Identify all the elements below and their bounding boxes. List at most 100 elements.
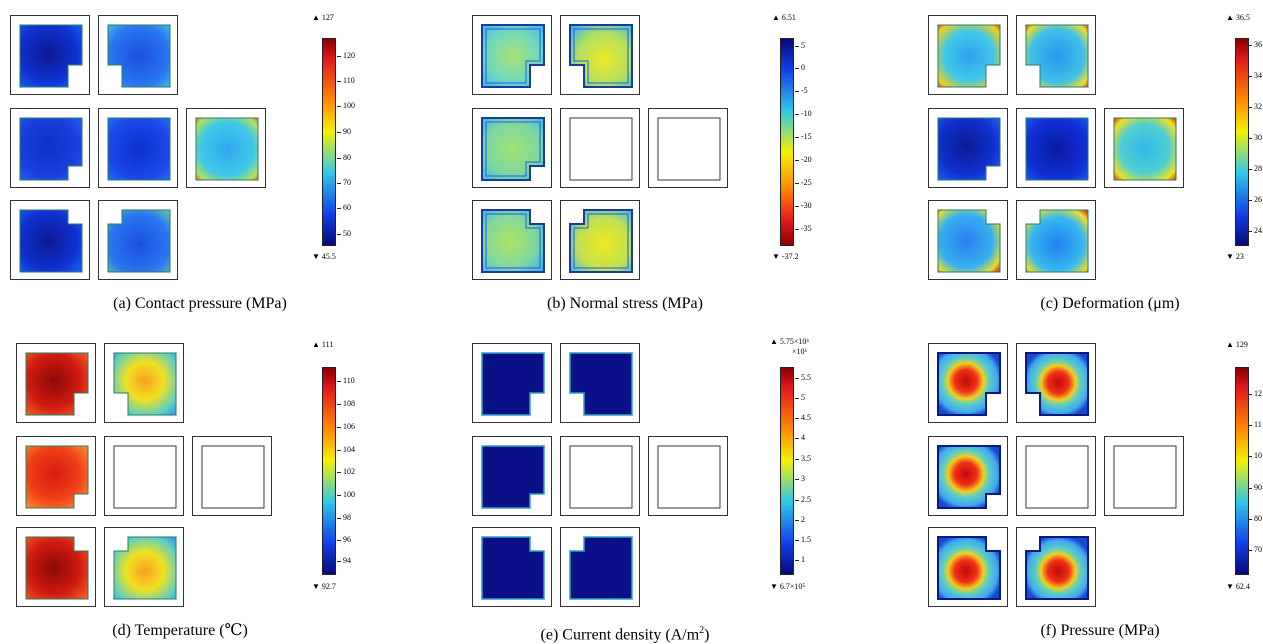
chip-cell	[1016, 200, 1096, 280]
heatmap-square	[1025, 117, 1089, 181]
chip-cell	[928, 15, 1008, 95]
colorbar-max-label: ▲ 5.75×10⁶	[770, 337, 810, 346]
heatmap-square	[195, 117, 259, 181]
heatmap-notched	[937, 24, 1001, 88]
colorbar-tick: 70	[1248, 545, 1262, 554]
colorbar-tick: -25	[795, 178, 812, 187]
heatmap-notched	[937, 117, 1001, 181]
heatmap-square	[107, 117, 171, 181]
empty-outline	[569, 117, 633, 181]
colorbar-max-label: ▲ 129	[1226, 340, 1248, 349]
colorbar	[322, 367, 336, 575]
heatmap-notched	[113, 352, 177, 416]
colorbar-tick: 2.5	[795, 495, 811, 504]
chip-cell	[560, 200, 640, 280]
chip-cell-empty	[560, 108, 640, 188]
chip-cell	[928, 436, 1008, 516]
colorbar-tick: 120	[337, 51, 355, 60]
colorbar-tick: 60	[337, 203, 351, 212]
chip-cell	[472, 527, 552, 607]
colorbar-tick: 50	[337, 229, 351, 238]
colorbar-tick: 11	[1248, 420, 1262, 429]
heatmap-notched	[1025, 24, 1089, 88]
empty-outline	[569, 445, 633, 509]
chip-cell	[10, 200, 90, 280]
chip-cell-empty	[192, 436, 272, 516]
caption-superscript: 2	[699, 625, 705, 636]
caption-text-end: )	[704, 626, 710, 644]
chip-cell	[928, 200, 1008, 280]
chip-cell-empty	[104, 436, 184, 516]
colorbar	[1235, 367, 1249, 575]
heatmap-notched	[569, 24, 633, 88]
chip-cell	[16, 436, 96, 516]
heatmap-notched	[19, 24, 83, 88]
chip-cell-empty	[1104, 436, 1184, 516]
heatmap-notched	[113, 536, 177, 600]
caption: (c) Deformation (μm)	[1040, 295, 1180, 312]
chip-cell	[10, 108, 90, 188]
heatmap-notched	[569, 352, 633, 416]
heatmap-notched	[19, 117, 83, 181]
heatmap-notched	[107, 24, 171, 88]
colorbar-exponent: ×10⁶	[792, 347, 808, 356]
chip-cell	[16, 343, 96, 423]
colorbar-tick: 2	[795, 515, 805, 524]
colorbar-tick: 106	[337, 422, 355, 431]
caption: (f) Pressure (MPa)	[1040, 622, 1160, 639]
chip-cell	[104, 343, 184, 423]
empty-outline	[657, 117, 721, 181]
chip-cell	[98, 15, 178, 95]
heatmap-notched	[481, 352, 545, 416]
heatmap-notched	[481, 536, 545, 600]
heatmap-notched	[25, 445, 89, 509]
caption: (d) Temperature (℃)	[112, 622, 248, 639]
chip-cell-empty	[560, 436, 640, 516]
colorbar-tick: 70	[337, 178, 351, 187]
colorbar-tick: 90	[1248, 483, 1262, 492]
heatmap-notched	[1025, 536, 1089, 600]
colorbar-tick: 110	[337, 76, 355, 85]
chip-cell	[16, 527, 96, 607]
colorbar-tick: 1.5	[795, 535, 811, 544]
colorbar-min-label: ▼ 92.7	[312, 582, 336, 591]
heatmap-notched	[1025, 352, 1089, 416]
heatmap-notched	[481, 209, 545, 273]
chip-cell	[472, 15, 552, 95]
colorbar	[322, 38, 336, 246]
colorbar-tick: 96	[337, 535, 351, 544]
colorbar-min-label: ▼ 23	[1226, 252, 1244, 261]
empty-outline	[113, 445, 177, 509]
colorbar-tick: -35	[795, 224, 812, 233]
heatmap-notched	[569, 536, 633, 600]
chip-cell	[928, 343, 1008, 423]
heatmap-notched	[937, 536, 1001, 600]
colorbar-max-label: ▲ 36.5	[1226, 13, 1250, 22]
colorbar-tick: 5	[795, 393, 805, 402]
colorbar-tick: 98	[337, 513, 351, 522]
chip-cell	[560, 343, 640, 423]
colorbar-tick: 28	[1248, 164, 1262, 173]
heatmap-notched	[19, 209, 83, 273]
colorbar-max-label: ▲ 111	[312, 340, 334, 349]
chip-cell	[928, 527, 1008, 607]
colorbar-tick: 1	[795, 555, 805, 564]
caption: (a) Contact pressure (MPa)	[113, 295, 287, 312]
heatmap-notched	[937, 209, 1001, 273]
chip-cell-empty	[648, 436, 728, 516]
empty-outline	[1025, 445, 1089, 509]
colorbar-tick: 36	[1248, 40, 1262, 49]
heatmap-notched	[481, 445, 545, 509]
colorbar-tick: 100	[337, 490, 355, 499]
chip-cell	[472, 200, 552, 280]
colorbar-tick: 100	[337, 101, 355, 110]
colorbar-tick: 4.5	[795, 413, 811, 422]
chip-cell	[1016, 527, 1096, 607]
colorbar-tick: 102	[337, 467, 355, 476]
colorbar-tick: 26	[1248, 195, 1262, 204]
colorbar-tick: 110	[337, 376, 355, 385]
colorbar-min-label: ▼ 6.7×10⁵	[770, 582, 806, 591]
chip-cell	[1016, 108, 1096, 188]
colorbar-min-label: ▼ 62.4	[1226, 582, 1250, 591]
colorbar-tick: 10	[1248, 451, 1262, 460]
